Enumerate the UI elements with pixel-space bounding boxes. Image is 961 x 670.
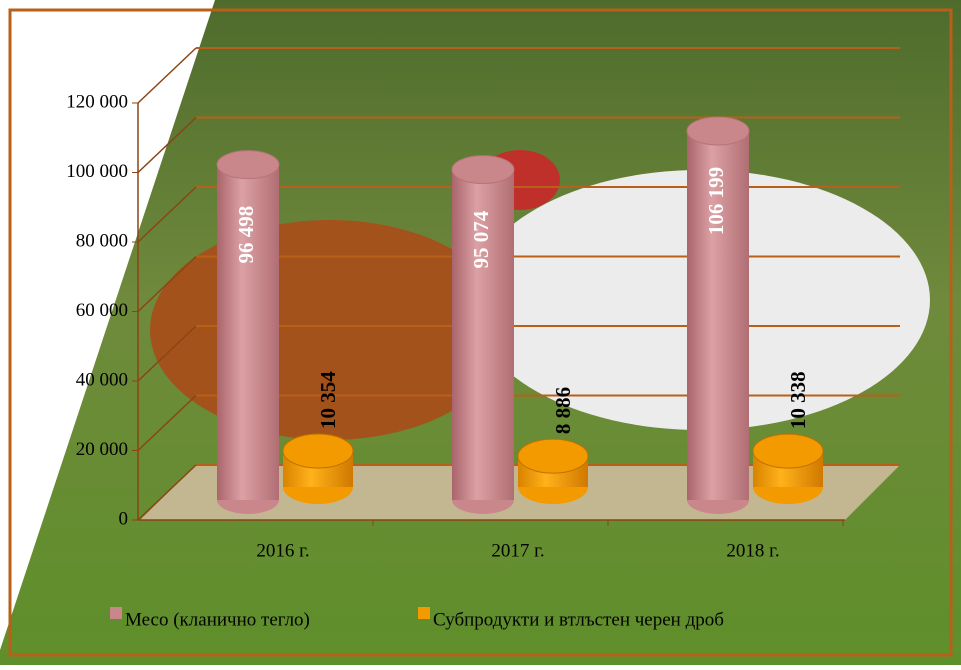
y-tick-label: 120 000 [66,91,128,112]
bar [217,151,279,514]
bar-top [687,117,749,145]
bar [518,439,588,504]
value-label: 10 354 [316,371,340,429]
chart: 0 20 000 40 000 60 000 80 000 100 000 120 000 2… [0,0,961,665]
legend-swatch [110,607,122,619]
value-label: 10 338 [786,371,810,429]
y-tick-label: 40 000 [76,369,128,390]
x-tick-label: 2018 г. [726,540,779,561]
x-tick-label: 2016 г. [256,540,309,561]
value-label: 106 199 [704,167,728,235]
y-tick-label: 60 000 [76,300,128,321]
y-tick-label: 100 000 [66,161,128,182]
y-tick-label: 20 000 [76,439,128,460]
bar-top [283,434,353,468]
value-label: 96 498 [234,206,258,264]
legend-swatch [418,607,430,619]
bar [283,434,353,504]
value-label: 8 886 [551,387,575,434]
bar-top [217,151,279,179]
legend-label: Субпродукти и втлъстен черен дроб [433,609,724,630]
bar-top [518,439,588,473]
y-tick-label: 80 000 [76,230,128,251]
bar-top [452,156,514,184]
bar [753,434,823,504]
bar [452,156,514,514]
legend-label: Месо (кланично тегло) [125,609,310,630]
bar-top [753,434,823,468]
y-tick-label: 0 [119,508,129,529]
value-label: 95 074 [469,210,493,268]
x-tick-label: 2017 г. [491,540,544,561]
